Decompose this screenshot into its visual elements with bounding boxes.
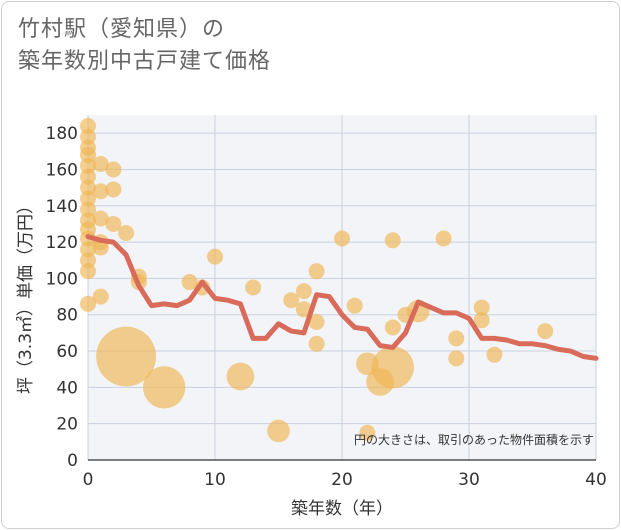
data-bubble [308,335,325,352]
x-axis-ticks: 0 10 20 30 40 [83,470,607,490]
x-tick-label: 30 [458,470,480,490]
x-tick-label: 10 [204,470,226,490]
average-price-line [85,234,599,361]
data-bubble [245,279,262,296]
data-bubble [80,263,96,280]
data-bubble [267,419,290,443]
data-bubble [80,295,96,312]
data-bubble [473,312,490,329]
y-tick-label: 140 [46,197,78,217]
data-bubble [118,225,135,242]
data-bubble [308,263,325,280]
data-bubble [448,330,465,347]
data-bubble [143,366,186,409]
data-bubble [92,239,109,256]
data-bubble [486,346,503,363]
chart-title: 竹村駅（愛知県）の 築年数別中古戸建て価格 [18,14,271,78]
y-tick-label: 120 [46,233,78,253]
data-bubble [473,299,490,316]
data-bubble [371,346,414,389]
y-tick-label: 180 [46,124,78,144]
size-annotation: 円の大きさは、取引のあった物件面積を示す [354,432,594,447]
data-bubble [105,161,122,178]
data-bubble [448,350,465,367]
data-bubble [295,283,312,300]
x-tick-label: 0 [83,470,94,490]
data-bubble [537,323,554,340]
data-bubble [105,215,122,232]
data-bubble [92,156,109,173]
y-tick-label: 0 [67,451,78,471]
y-axis-ticks: 0 20 40 60 80 100 120 140 160 180 [46,124,78,471]
data-bubble [226,362,255,391]
data-bubble [92,288,109,305]
data-bubble [334,230,350,247]
x-tick-label: 20 [331,470,353,490]
y-tick-label: 40 [56,378,78,398]
y-tick-label: 20 [56,415,78,435]
data-bubble [384,319,401,336]
data-bubble [207,248,223,265]
y-tick-label: 80 [56,306,78,326]
data-bubble [283,292,300,309]
data-bubble [346,297,363,314]
y-tick-label: 60 [56,342,78,362]
data-bubble [308,314,325,330]
data-bubble [92,210,109,227]
y-tick-label: 100 [46,269,78,289]
data-bubble [384,232,401,249]
data-bubble [105,181,122,198]
data-bubble [92,183,109,200]
data-bubble [435,230,452,247]
x-tick-label: 40 [585,470,607,490]
chart-title-line1: 竹村駅（愛知県）の [18,17,226,42]
x-axis-label: 築年数（年） [291,499,393,519]
y-axis-label: 坪（3.3㎡）単価（万円） [16,197,36,394]
data-bubble [359,424,376,441]
data-bubble [181,274,198,291]
y-tick-label: 160 [46,160,78,180]
data-bubble [96,326,157,387]
chart-title-line2: 築年数別中古戸建て価格 [18,49,272,74]
